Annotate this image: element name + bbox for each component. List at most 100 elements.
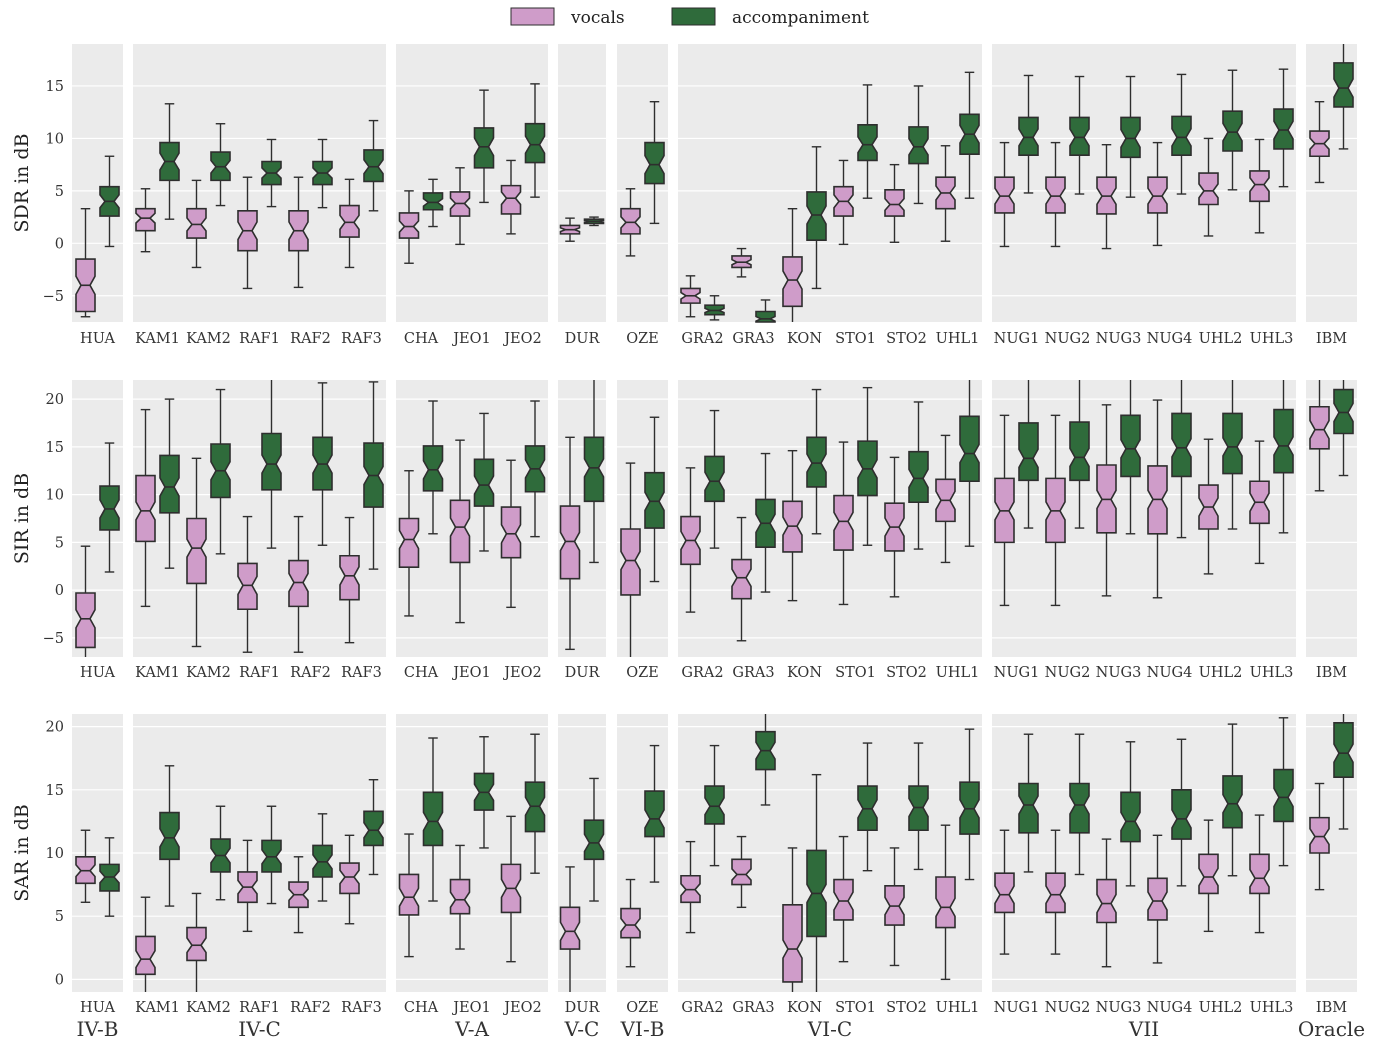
method-gra3 [731,452,776,642]
x-tick-label: GRA3 [732,665,774,681]
box-body [908,126,929,165]
box-body [1222,775,1243,829]
method-cha [398,178,444,264]
vocals-box-gra3 [731,835,752,909]
box-body [583,819,605,861]
box-body [1309,405,1330,450]
method-jeo1 [449,89,495,246]
accompaniment-box-raf2 [312,382,333,546]
vocals-box-nug3 [1096,838,1117,968]
method-kam2 [186,805,231,992]
box-body [1222,412,1243,475]
method-hua [75,829,120,917]
method-hua [75,442,120,657]
x-tick-label: UHL2 [1199,665,1243,681]
accompaniment-box-raf1 [261,138,282,208]
box-body [237,562,258,611]
box-body [620,207,641,235]
box-body [806,191,827,241]
y-tick-label: 10 [46,488,64,504]
vocals-box-nug3 [1096,404,1117,597]
box-body [884,189,905,217]
box-body [363,149,384,183]
box-body [473,458,495,507]
x-tick-label: JEO1 [451,331,491,347]
method-nug4 [1147,738,1192,964]
vocals-box-raf1 [237,839,258,933]
accompaniment-box-uhl2 [1222,380,1243,530]
box-body [1120,791,1141,843]
box-body [135,935,156,976]
legend: vocals accompaniment [510,7,869,28]
box-body [1333,62,1354,108]
x-tick-label: STO1 [835,331,876,347]
x-tick-label: UHL3 [1250,331,1294,347]
x-tick-label: IBM [1316,665,1347,681]
accompaniment-box-uhl1 [959,728,980,881]
legend-label-accompaniment: accompaniment [732,8,869,28]
vocals-box-oze [620,462,641,657]
method-ibm [1309,380,1354,492]
x-tick-label: CHA [404,665,439,681]
legend-label-vocals: vocals [570,8,625,28]
legend-swatch-vocals [510,7,555,26]
box-body [1096,878,1117,924]
x-tick-label: HUA [80,331,115,347]
x-tick-label: GRA2 [681,1000,723,1016]
x-tick-label: STO1 [835,665,876,681]
x-tick-label: JEO2 [502,1000,542,1016]
accompaniment-box-uhl3 [1273,380,1294,534]
panel-vi-b [617,714,668,992]
panel-iv-b [72,44,123,322]
box-body [806,436,827,488]
x-tick-label: OZE [626,331,659,347]
panel-v-c [558,380,606,657]
box-body [644,790,665,838]
x-tick-label: RAF2 [290,665,331,681]
box-body [186,926,207,962]
box-body [704,455,725,503]
x-tick-label: KAM1 [135,1000,180,1016]
method-sto1 [833,84,878,246]
vocals-box-kam1 [135,188,156,253]
box-body [731,858,752,886]
x-tick-label: UHL1 [936,331,980,347]
panel-oracle [1306,380,1357,657]
vocals-box-nug4 [1147,399,1168,599]
x-tick-label: NUG3 [1096,665,1142,681]
method-hua [75,155,120,318]
box-body [833,878,854,921]
method-kam1 [135,398,180,608]
method-kon [782,146,827,322]
accompaniment-box-kam1 [159,765,180,907]
x-tick-label: KON [787,665,822,681]
x-tick-label: DUR [565,1000,601,1016]
panel-v-a [396,44,548,322]
box-body [159,454,180,514]
accompaniment-box-nug2 [1069,733,1090,876]
method-dur [559,380,605,651]
panel-background [558,44,606,322]
vocals-box-gra2 [680,840,701,934]
box-body [1147,176,1168,214]
vocals-box-jeo1 [449,167,471,246]
method-oze [620,744,665,968]
method-ibm [1309,44,1354,184]
x-tick-label: RAF2 [290,331,331,347]
method-dur [559,216,605,242]
box-body [1171,412,1192,478]
box-body [524,122,546,164]
accompaniment-box-nug4 [1171,73,1192,195]
x-tick-label: STO2 [886,1000,927,1016]
vocals-box-hua [75,545,96,657]
accompaniment-box-uhl3 [1273,717,1294,867]
panel-vii [992,714,1296,992]
accompaniment-box-jeo2 [524,400,546,538]
x-tick-label: UHL1 [936,1000,980,1016]
accompaniment-box-hua [99,837,120,917]
accompaniment-box-raf3 [363,779,384,876]
x-tick-label: HUA [80,1000,115,1016]
accompaniment-box-uhl2 [1222,69,1243,191]
x-tick-label: KAM2 [186,665,231,681]
panel-vii [992,44,1296,322]
